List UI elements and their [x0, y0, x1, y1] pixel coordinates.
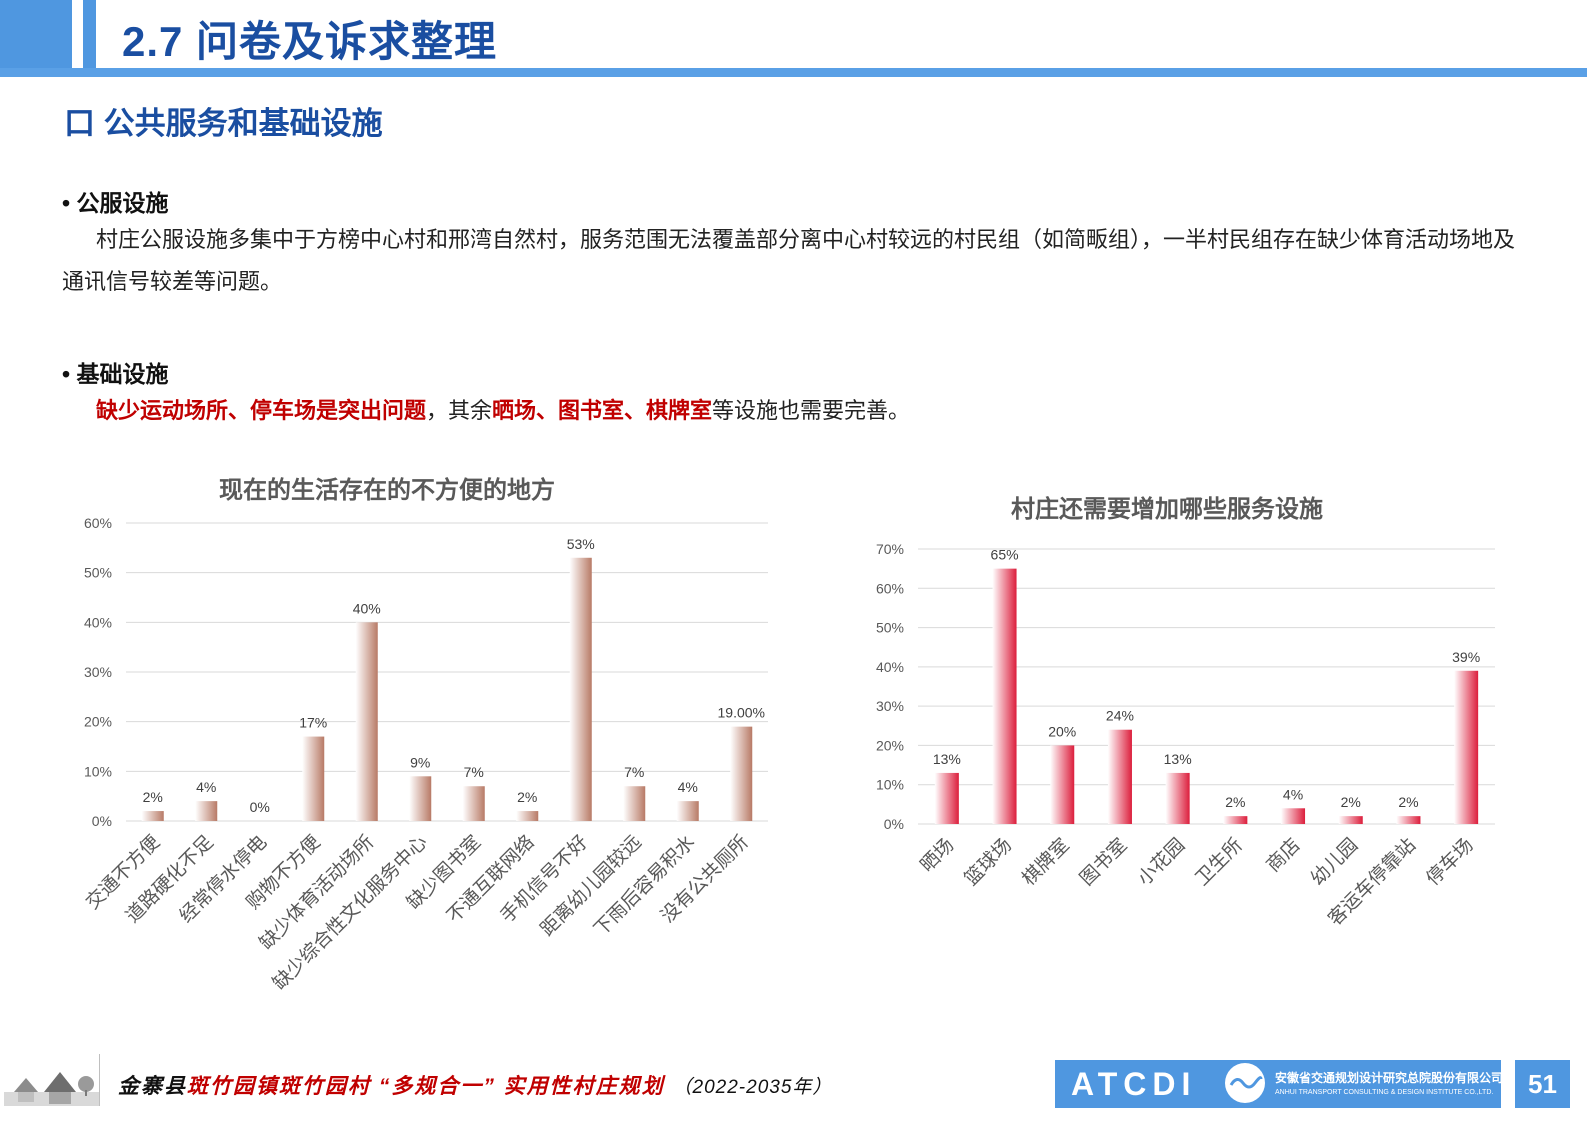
bar — [516, 811, 539, 821]
y-tick-label: 30% — [84, 664, 112, 680]
x-tick-label: 停车场 — [1422, 834, 1478, 890]
bar — [676, 801, 699, 821]
data-label: 39% — [1452, 649, 1480, 665]
bar — [355, 622, 378, 821]
bar — [409, 776, 432, 821]
data-label: 65% — [991, 547, 1019, 563]
chart-inconveniences: 现在的生活存在的不方便的地方0%10%20%30%40%50%60%2%交通不方… — [82, 476, 768, 994]
data-label: 2% — [517, 789, 537, 805]
data-label: 13% — [933, 751, 961, 767]
y-tick-label: 60% — [876, 580, 904, 596]
data-label: 17% — [299, 715, 327, 731]
data-label: 13% — [1164, 751, 1192, 767]
bar — [141, 811, 164, 821]
bar — [992, 568, 1017, 824]
data-label: 9% — [410, 754, 430, 770]
chart-needed-facilities: 村庄还需要增加哪些服务设施 0% 10% 20% 30% 40% 50% 60% 70% 13% 晒… — [876, 495, 1495, 930]
bar — [1281, 808, 1306, 824]
footer-quote: “多规合一” — [378, 1075, 496, 1098]
page-number: 51 — [1515, 1060, 1570, 1108]
data-label: 40% — [353, 600, 381, 616]
y-tick-label: 60% — [84, 515, 112, 531]
data-label: 24% — [1106, 708, 1134, 724]
footer-years: （2022-2035年） — [672, 1077, 833, 1098]
footer: 金寨县斑竹园镇斑竹园村 “多规合一” 实用性村庄规划 （2022-2035年） … — [0, 1040, 1587, 1122]
brand-org-name: 安徽省交通规划设计研究总院股份有限公司 — [1275, 1071, 1504, 1085]
x-tick-label: 商店 — [1262, 834, 1304, 876]
y-tick-label: 50% — [876, 620, 904, 636]
bar — [302, 736, 325, 821]
data-label: 2% — [143, 789, 163, 805]
section-title: 口 公共服务和基础设施 — [64, 106, 383, 141]
footer-county: 金寨县 — [118, 1075, 187, 1098]
footer-project: 斑竹园镇斑竹园村 — [187, 1075, 371, 1098]
public-facilities-text: 村庄公服设施多集中于方榜中心村和邢湾自然村，服务范围无法覆盖部分离中心村较远的村… — [62, 227, 1516, 294]
y-tick-label: 40% — [84, 614, 112, 630]
y-tick-label: 0% — [884, 816, 904, 832]
y-tick-label: 20% — [84, 714, 112, 730]
header-accent-bar-thin — [83, 0, 96, 68]
bar — [730, 726, 753, 821]
x-tick-label: 棋牌室 — [1018, 834, 1074, 890]
x-tick-label: 小花园 — [1133, 834, 1189, 890]
y-tick-label: 30% — [876, 698, 904, 714]
footer-brand-logo: ATCDI 安徽省交通规划设计研究总院股份有限公司 ANHUI TRANSPOR… — [1055, 1060, 1504, 1108]
data-label: 4% — [1283, 786, 1303, 802]
bullet-infrastructure: • 基础设施 — [62, 361, 169, 387]
x-tick-label: 卫生所 — [1191, 834, 1247, 890]
header-accent-bar — [0, 0, 72, 68]
infrastructure-text: 缺少运动场所、停车场是突出问题，其余晒场、图书室、棋牌室等设施也需要完善。 — [96, 394, 910, 428]
data-label: 7% — [624, 764, 644, 780]
chart-title: 村庄还需要增加哪些服务设施 — [1011, 495, 1323, 523]
brand-wave-icon — [1225, 1063, 1265, 1103]
y-tick-label: 10% — [84, 763, 112, 779]
bar — [569, 557, 592, 821]
bar — [934, 772, 959, 824]
bar — [1107, 729, 1132, 824]
bar — [1338, 816, 1363, 824]
y-tick-label: 0% — [92, 813, 112, 829]
data-label: 0% — [250, 799, 270, 815]
tail-text: 等设施也需要完善。 — [712, 398, 911, 423]
connector-text: ，其余 — [426, 398, 493, 423]
y-tick-label: 70% — [876, 541, 904, 557]
bar — [195, 801, 218, 821]
y-tick-label: 50% — [84, 565, 112, 581]
y-tick-label: 40% — [876, 659, 904, 675]
header-rule — [0, 68, 1587, 77]
footer-project-title: 金寨县斑竹园镇斑竹园村 “多规合一” 实用性村庄规划 （2022-2035年） — [118, 1070, 832, 1100]
bar — [1396, 816, 1421, 824]
bar — [1050, 745, 1075, 824]
village-illustration-icon — [4, 1054, 100, 1106]
data-label: 4% — [196, 779, 216, 795]
page-title: 2.7 问卷及诉求整理 — [122, 18, 498, 65]
bar — [623, 786, 646, 821]
x-tick-label: 晒场 — [916, 834, 958, 876]
y-tick-label: 10% — [876, 777, 904, 793]
brand-wordmark: ATCDI — [1071, 1066, 1197, 1102]
bar — [1223, 816, 1248, 824]
bar — [1165, 772, 1190, 824]
y-tick-label: 20% — [876, 737, 904, 753]
data-label: 20% — [1048, 723, 1076, 739]
bar — [1454, 670, 1479, 824]
data-label: 2% — [1225, 794, 1245, 810]
x-tick-label: 篮球场 — [960, 834, 1016, 890]
data-label: 53% — [567, 536, 595, 552]
x-tick-label: 幼儿园 — [1306, 834, 1362, 890]
data-label: 2% — [1341, 794, 1361, 810]
chart-title: 现在的生活存在的不方便的地方 — [219, 476, 555, 504]
data-label: 4% — [678, 779, 698, 795]
data-label: 7% — [464, 764, 484, 780]
data-label: 19.00% — [718, 705, 765, 721]
x-tick-label: 图书室 — [1076, 834, 1132, 890]
bullet-public-facilities: • 公服设施 — [62, 190, 169, 216]
brand-org-name-en: ANHUI TRANSPORT CONSULTING & DESIGN INST… — [1275, 1089, 1494, 1096]
emphasis-text-1: 缺少运动场所、停车场是突出问题 — [96, 398, 427, 423]
emphasis-text-2: 晒场、图书室、棋牌室 — [492, 398, 713, 423]
footer-plan: 实用性村庄规划 — [503, 1075, 665, 1098]
bar — [462, 786, 485, 821]
data-label: 2% — [1398, 794, 1418, 810]
